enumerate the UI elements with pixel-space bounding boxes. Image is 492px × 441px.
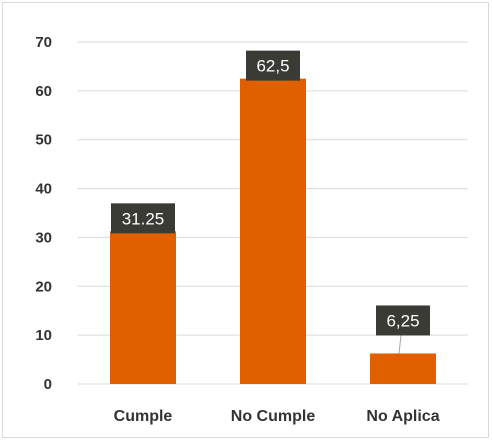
bar [240,78,306,385]
data-label: 6,25 [386,311,419,330]
data-label-box [246,50,300,81]
data-label-box [111,203,175,234]
y-tick-label: 10 [35,327,52,344]
y-tick-label: 40 [35,181,52,198]
bar [370,353,436,384]
data-label-leader [398,335,402,354]
y-tick-label: 0 [44,376,52,393]
y-tick-label: 70 [35,34,52,51]
data-label-box [376,305,430,336]
y-tick-label: 60 [35,83,52,100]
x-tick-label: No Cumple [231,408,316,425]
data-label: 62,5 [256,57,289,76]
bar [110,231,176,384]
x-tick-label: Cumple [114,408,173,425]
data-label: 31.25 [122,209,165,228]
y-tick-label: 30 [35,229,52,246]
y-tick-label: 50 [35,132,52,149]
x-tick-label: No Aplica [366,408,439,425]
y-tick-label: 20 [35,278,52,295]
